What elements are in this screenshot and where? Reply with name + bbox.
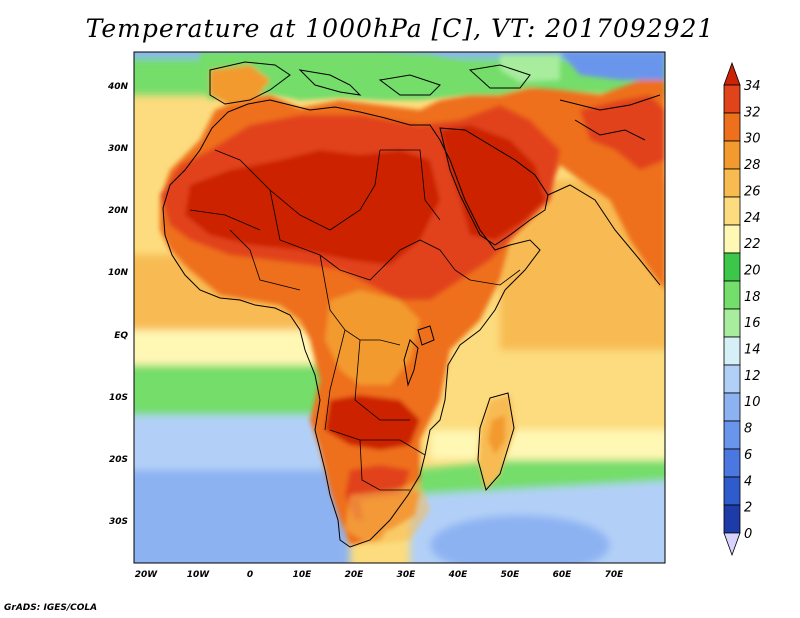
colorbar-swatch xyxy=(723,336,741,366)
lon-label: 70E xyxy=(605,570,625,580)
colorbar-label: 4 xyxy=(744,474,752,489)
lon-label: 40E xyxy=(448,570,469,580)
colorbar-swatch xyxy=(723,308,741,338)
colorbar-under-triangle xyxy=(723,532,741,557)
lat-label: 30S xyxy=(109,517,128,527)
country-borders xyxy=(189,149,521,491)
colorbar-label: 10 xyxy=(744,395,761,410)
colorbar-label: 20 xyxy=(744,263,761,278)
lon-label: 0 xyxy=(247,570,253,580)
colorbar-swatch xyxy=(723,476,741,506)
colorbar-label: 12 xyxy=(744,369,761,384)
colorbar-swatch xyxy=(723,364,741,394)
colorbar-label: 34 xyxy=(744,79,761,94)
lat-label: 10S xyxy=(109,393,128,403)
colorbar-label: 14 xyxy=(744,343,761,358)
lat-label: 40N xyxy=(107,82,129,92)
lat-label: 20N xyxy=(108,206,129,216)
lon-label: 10E xyxy=(293,570,313,580)
latitude-axis: 40N 30N 20N 10N EQ 10S 20S 30S xyxy=(107,82,129,527)
colorbar-over-triangle xyxy=(723,61,741,86)
lon-label: 20E xyxy=(345,570,365,580)
temperature-field xyxy=(134,52,665,563)
lat-label: EQ xyxy=(114,331,128,341)
colorbar-swatch xyxy=(723,420,741,450)
lat-label: 10N xyxy=(108,268,129,278)
colorbar-label: 24 xyxy=(744,211,761,226)
coastlines xyxy=(162,61,661,548)
colorbar-swatch xyxy=(723,84,741,114)
longitude-axis: 20W 10W 0 10E 20E 30E 40E 50E 60E 70E xyxy=(135,570,624,580)
lon-label: 50E xyxy=(501,570,521,580)
colorbar-swatch xyxy=(723,252,741,282)
colorbar-label: 8 xyxy=(744,422,752,437)
lon-label: 30E xyxy=(397,570,417,580)
lat-label: 30N xyxy=(108,144,129,154)
colorbar-swatch xyxy=(723,196,741,226)
lon-label: 10W xyxy=(187,570,211,580)
colorbar-label: 30 xyxy=(744,132,761,147)
lat-label: 20S xyxy=(109,455,128,465)
colorbar-swatch xyxy=(723,448,741,478)
lon-label: 20W xyxy=(135,570,159,580)
colorbar-label: 16 xyxy=(744,316,761,331)
colorbar-swatch xyxy=(723,140,741,170)
colorbar-swatch xyxy=(723,504,741,534)
colorbar-swatch xyxy=(723,224,741,254)
colorbar-swatch xyxy=(723,168,741,198)
colorbar-label: 2 xyxy=(744,501,752,516)
colorbar-label: 0 xyxy=(744,527,752,542)
colorbar-swatch xyxy=(723,112,741,142)
colorbar-swatch xyxy=(723,392,741,422)
colorbar-label: 32 xyxy=(744,105,761,120)
lon-label: 60E xyxy=(553,570,573,580)
colorbar-label: 22 xyxy=(744,237,761,252)
colorbar-swatch xyxy=(723,280,741,310)
map-frame xyxy=(133,51,666,564)
colorbar-label: 28 xyxy=(744,158,761,173)
colorbar-label: 26 xyxy=(744,184,761,199)
grads-credit: GrADS: IGES/COLA xyxy=(4,603,98,613)
colorbar-label: 18 xyxy=(744,290,761,305)
chart-title: Temperature at 1000hPa [C], VT: 20170929… xyxy=(85,14,715,43)
colorbar-label: 6 xyxy=(744,448,752,463)
